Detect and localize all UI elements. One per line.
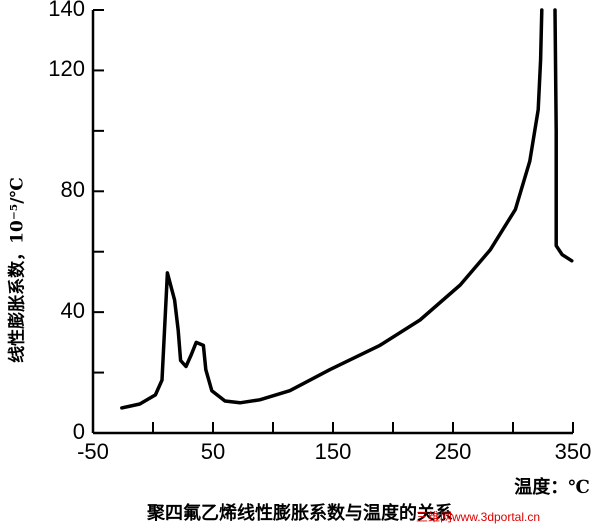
y-axis-label: 线性膨胀系数，10⁻⁵/℃ [7, 177, 28, 363]
y-tick-label: 40 [61, 298, 85, 323]
data-line [120, 8, 574, 410]
y-tick-label: 140 [48, 0, 85, 21]
x-tick-label: 150 [315, 439, 352, 464]
x-tick-label: -50 [77, 439, 109, 464]
x-axis-label: 温度：℃ [514, 476, 590, 498]
x-tick-label: 250 [435, 439, 472, 464]
y-tick-label: 80 [61, 177, 85, 202]
chart-title: 聚四氟乙烯线性膨胀系数与温度的关系 [146, 502, 453, 524]
watermark: 三维网www.3dportal.cn [416, 510, 540, 524]
y-tick-label: 120 [48, 56, 85, 81]
x-tick-label: 350 [555, 439, 592, 464]
x-tick-label: 50 [201, 439, 225, 464]
y-tick-label: 0 [73, 419, 85, 444]
